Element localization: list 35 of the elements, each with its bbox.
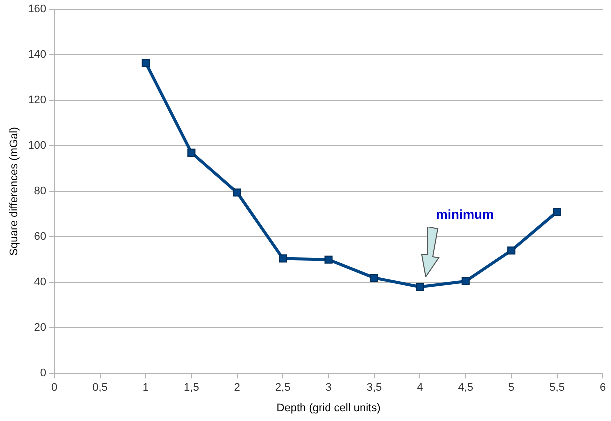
point bbox=[508, 246, 516, 255]
point bbox=[188, 148, 196, 157]
point bbox=[233, 188, 242, 197]
x-tick-label: 0 bbox=[51, 382, 58, 394]
x-tick-label: 1 bbox=[142, 382, 150, 394]
x-tick-label: 3 bbox=[326, 382, 332, 394]
x-axis-title: Depth (grid cell units) bbox=[276, 402, 381, 414]
x-tick-label: 3,5 bbox=[366, 382, 382, 394]
y-tick-label: 0 bbox=[40, 368, 47, 380]
y-tick-label: 140 bbox=[28, 49, 47, 62]
point bbox=[279, 254, 288, 263]
y-tick-label: 60 bbox=[34, 231, 47, 244]
annotation: minimum bbox=[436, 206, 494, 222]
point bbox=[370, 274, 379, 282]
x-tick-label: 4,5 bbox=[458, 382, 474, 394]
point bbox=[142, 59, 150, 68]
point bbox=[416, 283, 424, 292]
point bbox=[553, 208, 562, 216]
x-tick-label: 6 bbox=[600, 382, 606, 394]
y-tick-label: 80 bbox=[34, 186, 47, 198]
x-tick-label: 4 bbox=[417, 382, 424, 394]
y-tick-label: 160 bbox=[28, 4, 47, 16]
point bbox=[462, 277, 470, 286]
x-tick-label: 2 bbox=[234, 382, 240, 394]
y-tick-label: 40 bbox=[34, 276, 47, 289]
y-axis-title: Square differences (mGal) bbox=[8, 127, 21, 256]
x-tick-label: 5,5 bbox=[550, 382, 565, 394]
y-tick-label: 120 bbox=[28, 94, 47, 107]
point bbox=[324, 256, 333, 264]
x-tick-label: 2,5 bbox=[275, 382, 291, 394]
x-tick-label: 0,5 bbox=[92, 382, 108, 394]
y-tick-label: 100 bbox=[28, 140, 47, 152]
x-tick-label: 1,5 bbox=[184, 382, 200, 394]
y-tick-label: 20 bbox=[34, 322, 47, 334]
x-tick-label: 5 bbox=[508, 382, 515, 394]
